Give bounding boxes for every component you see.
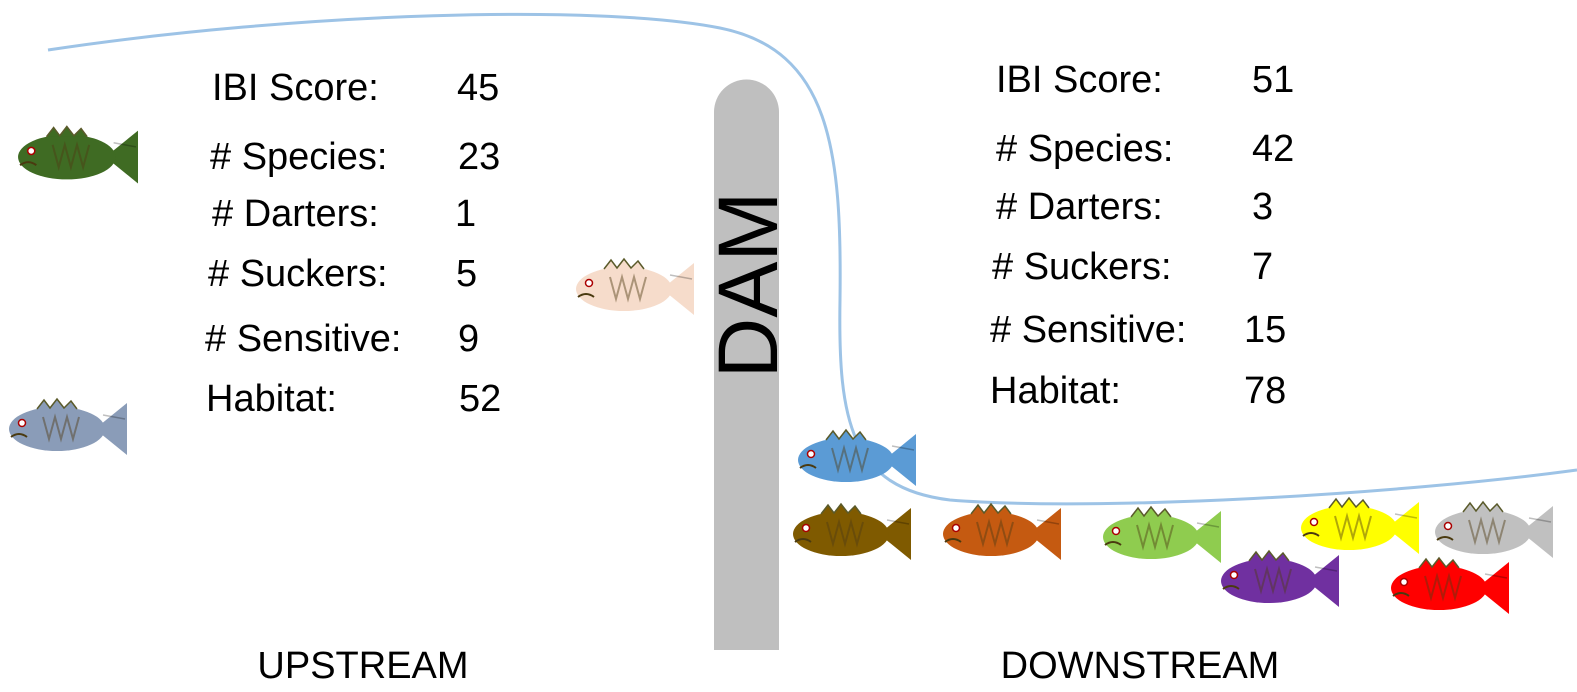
metric-label: # Species: bbox=[996, 128, 1173, 170]
metric-value: 23 bbox=[458, 136, 500, 178]
metric-label: # Suckers: bbox=[208, 253, 388, 295]
fish bbox=[1219, 549, 1340, 609]
metrics: IBI Score: 45 # Species: 23 # Darters: 1 # Suc… bbox=[205, 59, 1294, 420]
metric-label: # Darters: bbox=[212, 193, 379, 235]
fish bbox=[16, 125, 138, 185]
metric-value: 3 bbox=[1252, 186, 1273, 228]
fish bbox=[796, 428, 917, 488]
fish bbox=[1299, 496, 1420, 556]
metric-value: 9 bbox=[458, 318, 479, 360]
metric-value: 42 bbox=[1252, 128, 1294, 170]
fish bbox=[1101, 505, 1222, 565]
metric-value: 7 bbox=[1252, 246, 1273, 288]
fish bbox=[941, 502, 1062, 562]
fish bbox=[574, 257, 695, 317]
metric-value: 15 bbox=[1244, 309, 1286, 351]
fish bbox=[1433, 500, 1554, 560]
metric-label: # Darters: bbox=[996, 186, 1163, 228]
river-line bbox=[47, 12, 1577, 506]
metric-label: IBI Score: bbox=[996, 59, 1163, 101]
metric-value: 5 bbox=[456, 253, 477, 295]
metric-value: 52 bbox=[459, 378, 501, 420]
section-label: DOWNSTREAM bbox=[1001, 645, 1280, 687]
dam-label: DAM bbox=[701, 192, 795, 379]
fish bbox=[791, 502, 912, 562]
metric-label: # Sensitive: bbox=[205, 318, 401, 360]
metric-value: 51 bbox=[1252, 59, 1294, 101]
metric-label: Habitat: bbox=[990, 370, 1121, 412]
section-label: UPSTREAM bbox=[257, 645, 468, 687]
fish bbox=[7, 397, 128, 457]
metric-value: 45 bbox=[457, 67, 499, 109]
metric-label: # Species: bbox=[210, 136, 387, 178]
metric-value: 78 bbox=[1244, 370, 1286, 412]
metric-label: # Suckers: bbox=[992, 246, 1172, 288]
metric-label: Habitat: bbox=[206, 378, 337, 420]
metric-label: IBI Score: bbox=[212, 67, 379, 109]
dam-wall bbox=[714, 79, 779, 650]
fish bbox=[1389, 556, 1510, 616]
metric-label: # Sensitive: bbox=[990, 309, 1186, 351]
metric-value: 1 bbox=[455, 193, 476, 235]
